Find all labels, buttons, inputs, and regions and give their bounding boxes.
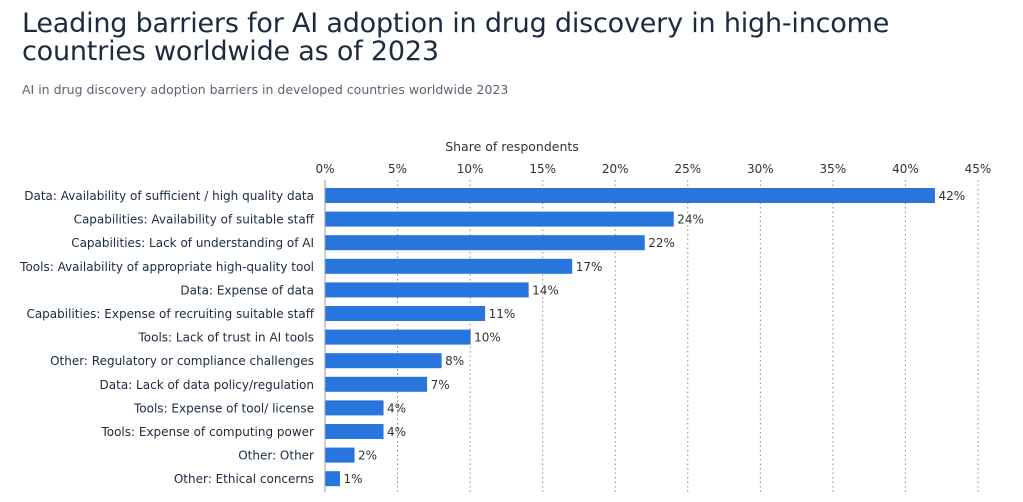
bar [325,329,471,345]
x-tick-label: 10% [457,162,484,176]
category-label: Capabilities: Lack of understanding of A… [71,236,314,250]
category-label: Other: Regulatory or compliance challeng… [50,354,314,368]
x-axis-ticks: 0% 5% 10% 15% 20% 25% 30% 35% 40% 45% [315,162,991,176]
value-label: 2% [358,449,377,463]
bar [325,376,428,392]
category-label: Tools: Lack of trust in AI tools [137,331,314,345]
category-labels: Data: Availability of sufficient / high … [19,189,315,486]
bar [325,211,674,227]
value-label: 14% [532,283,559,297]
x-tick-label: 0% [315,162,334,176]
category-label: Capabilities: Expense of recruiting suit… [26,307,314,321]
category-label: Data: Expense of data [180,283,314,297]
chart-title: Leading barriers for AI adoption in drug… [22,10,1002,66]
value-label: 4% [387,425,406,439]
value-label: 24% [677,213,704,227]
bar [325,235,645,251]
value-label: 17% [576,260,603,274]
value-label: 42% [938,189,965,203]
value-label: 11% [489,307,516,321]
category-label: Tools: Expense of tool/ license [133,401,314,415]
category-label: Capabilities: Availability of suitable s… [74,213,315,227]
chart-title-line-1: Leading barriers for AI adoption in drug… [22,8,890,39]
bar [325,306,486,321]
bar [325,447,355,463]
bar [325,282,529,298]
x-tick-label: 45% [965,162,992,176]
bar [325,471,341,487]
chart-subtitle: AI in drug discovery adoption barriers i… [22,82,509,97]
x-tick-label: 5% [388,162,407,176]
category-label: Tools: Expense of computing power [100,425,314,439]
bar [325,424,384,439]
x-tick-label: 30% [747,162,774,176]
bar [325,400,384,416]
category-label: Data: Lack of data policy/regulation [100,378,314,392]
value-labels: 42% 24%22% 17% 14% 11% 10% 8% 7% 4% 4% 2% 1% [344,189,966,486]
value-label: 7% [431,378,450,392]
value-label: 8% [445,354,464,368]
category-label: Tools: Availability of appropriate high-… [19,260,314,274]
value-label: 10% [474,331,501,345]
category-label: Other: Other [238,449,314,463]
value-label: 22% [648,236,675,250]
x-tick-label: 15% [529,162,556,176]
value-label: 1% [344,472,363,486]
category-label: Data: Availability of sufficient / high … [24,189,314,203]
x-tick-label: 35% [820,162,847,176]
bars [325,188,935,487]
x-axis-title: Share of respondents [445,139,579,154]
category-label: Other: Ethical concerns [174,472,314,486]
x-tick-label: 40% [892,162,919,176]
chart-title-line-2: countries worldwide as of 2023 [22,36,439,67]
x-tick-label: 25% [674,162,701,176]
value-label: 4% [387,401,406,415]
x-tick-label: 20% [602,162,629,176]
bar [325,188,935,203]
bar [325,258,573,274]
bar [325,353,442,369]
